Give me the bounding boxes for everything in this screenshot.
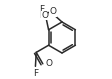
Text: O: O: [46, 59, 53, 68]
Text: F: F: [40, 5, 45, 14]
Text: O: O: [49, 7, 56, 16]
Text: F: F: [33, 68, 38, 77]
Text: O: O: [41, 11, 48, 20]
Text: F: F: [40, 11, 45, 20]
